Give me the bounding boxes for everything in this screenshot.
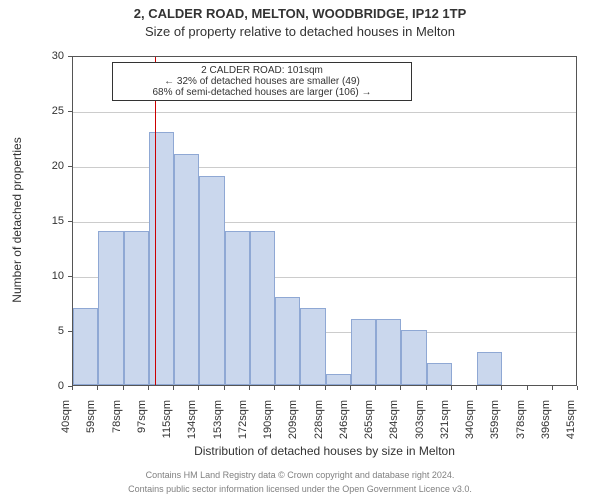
x-tick bbox=[577, 386, 578, 390]
histogram-bar bbox=[149, 132, 174, 385]
annotation-box: 2 CALDER ROAD: 101sqm← 32% of detached h… bbox=[112, 62, 412, 101]
x-tick-label: 190sqm bbox=[262, 400, 274, 460]
x-tick-label: 340sqm bbox=[464, 400, 476, 460]
histogram-bar bbox=[275, 297, 300, 385]
histogram-bar bbox=[124, 231, 149, 385]
x-tick bbox=[451, 386, 452, 390]
histogram-bar bbox=[225, 231, 250, 385]
x-tick bbox=[148, 386, 149, 390]
x-tick bbox=[400, 386, 401, 390]
histogram-bar bbox=[351, 319, 376, 385]
chart-title-line1: 2, CALDER ROAD, MELTON, WOODBRIDGE, IP12… bbox=[0, 6, 600, 21]
chart-title-line2: Size of property relative to detached ho… bbox=[0, 24, 600, 39]
histogram-bar bbox=[300, 308, 325, 385]
x-tick-label: 115sqm bbox=[161, 400, 173, 460]
x-tick-label: 378sqm bbox=[515, 400, 527, 460]
histogram-bar bbox=[477, 352, 502, 385]
x-tick-label: 303sqm bbox=[414, 400, 426, 460]
chart-container: 2, CALDER ROAD, MELTON, WOODBRIDGE, IP12… bbox=[0, 0, 600, 500]
histogram-bar bbox=[427, 363, 452, 385]
y-tick bbox=[68, 56, 72, 57]
x-tick bbox=[299, 386, 300, 390]
histogram-bar bbox=[98, 231, 123, 385]
y-tick bbox=[68, 111, 72, 112]
annotation-line: 68% of semi-detached houses are larger (… bbox=[119, 87, 405, 98]
y-tick-label: 5 bbox=[42, 325, 64, 337]
annotation-line: ← 32% of detached houses are smaller (49… bbox=[119, 76, 405, 87]
x-tick bbox=[123, 386, 124, 390]
y-tick-label: 10 bbox=[42, 270, 64, 282]
histogram-bar bbox=[199, 176, 224, 385]
y-tick bbox=[68, 331, 72, 332]
x-tick bbox=[476, 386, 477, 390]
x-tick bbox=[527, 386, 528, 390]
x-tick bbox=[274, 386, 275, 390]
x-tick-label: 284sqm bbox=[388, 400, 400, 460]
reference-line bbox=[155, 57, 156, 385]
x-tick bbox=[173, 386, 174, 390]
x-tick bbox=[552, 386, 553, 390]
y-tick-label: 15 bbox=[42, 215, 64, 227]
y-tick-label: 0 bbox=[42, 380, 64, 392]
x-tick-label: 228sqm bbox=[313, 400, 325, 460]
x-tick bbox=[375, 386, 376, 390]
x-tick bbox=[249, 386, 250, 390]
x-tick-label: 396sqm bbox=[540, 400, 552, 460]
x-tick-label: 359sqm bbox=[489, 400, 501, 460]
x-tick bbox=[198, 386, 199, 390]
x-tick bbox=[72, 386, 73, 390]
x-tick bbox=[501, 386, 502, 390]
x-tick-label: 172sqm bbox=[237, 400, 249, 460]
y-tick-label: 20 bbox=[42, 160, 64, 172]
x-tick-label: 40sqm bbox=[60, 400, 72, 460]
x-tick-label: 59sqm bbox=[85, 400, 97, 460]
footer-line2: Contains public sector information licen… bbox=[0, 484, 600, 494]
x-tick bbox=[426, 386, 427, 390]
plot-area bbox=[72, 56, 577, 386]
x-tick bbox=[97, 386, 98, 390]
x-tick-label: 134sqm bbox=[186, 400, 198, 460]
x-tick-label: 246sqm bbox=[338, 400, 350, 460]
x-tick-label: 209sqm bbox=[287, 400, 299, 460]
y-tick bbox=[68, 221, 72, 222]
y-tick bbox=[68, 166, 72, 167]
annotation-line: 2 CALDER ROAD: 101sqm bbox=[119, 65, 405, 76]
x-tick bbox=[350, 386, 351, 390]
x-tick-label: 78sqm bbox=[111, 400, 123, 460]
x-tick-label: 321sqm bbox=[439, 400, 451, 460]
histogram-bar bbox=[401, 330, 426, 385]
histogram-bar bbox=[376, 319, 401, 385]
y-tick-label: 30 bbox=[42, 50, 64, 62]
footer-line1: Contains HM Land Registry data © Crown c… bbox=[0, 470, 600, 480]
y-axis-title: Number of detached properties bbox=[10, 55, 24, 385]
histogram-bar bbox=[250, 231, 275, 385]
x-tick-label: 265sqm bbox=[363, 400, 375, 460]
x-tick bbox=[325, 386, 326, 390]
y-tick bbox=[68, 276, 72, 277]
x-tick-label: 97sqm bbox=[136, 400, 148, 460]
x-tick-label: 153sqm bbox=[212, 400, 224, 460]
y-tick-label: 25 bbox=[42, 105, 64, 117]
x-tick bbox=[224, 386, 225, 390]
histogram-bar bbox=[73, 308, 98, 385]
histogram-bar bbox=[326, 374, 351, 385]
gridline bbox=[73, 112, 576, 113]
x-tick-label: 415sqm bbox=[565, 400, 577, 460]
histogram-bar bbox=[174, 154, 199, 385]
